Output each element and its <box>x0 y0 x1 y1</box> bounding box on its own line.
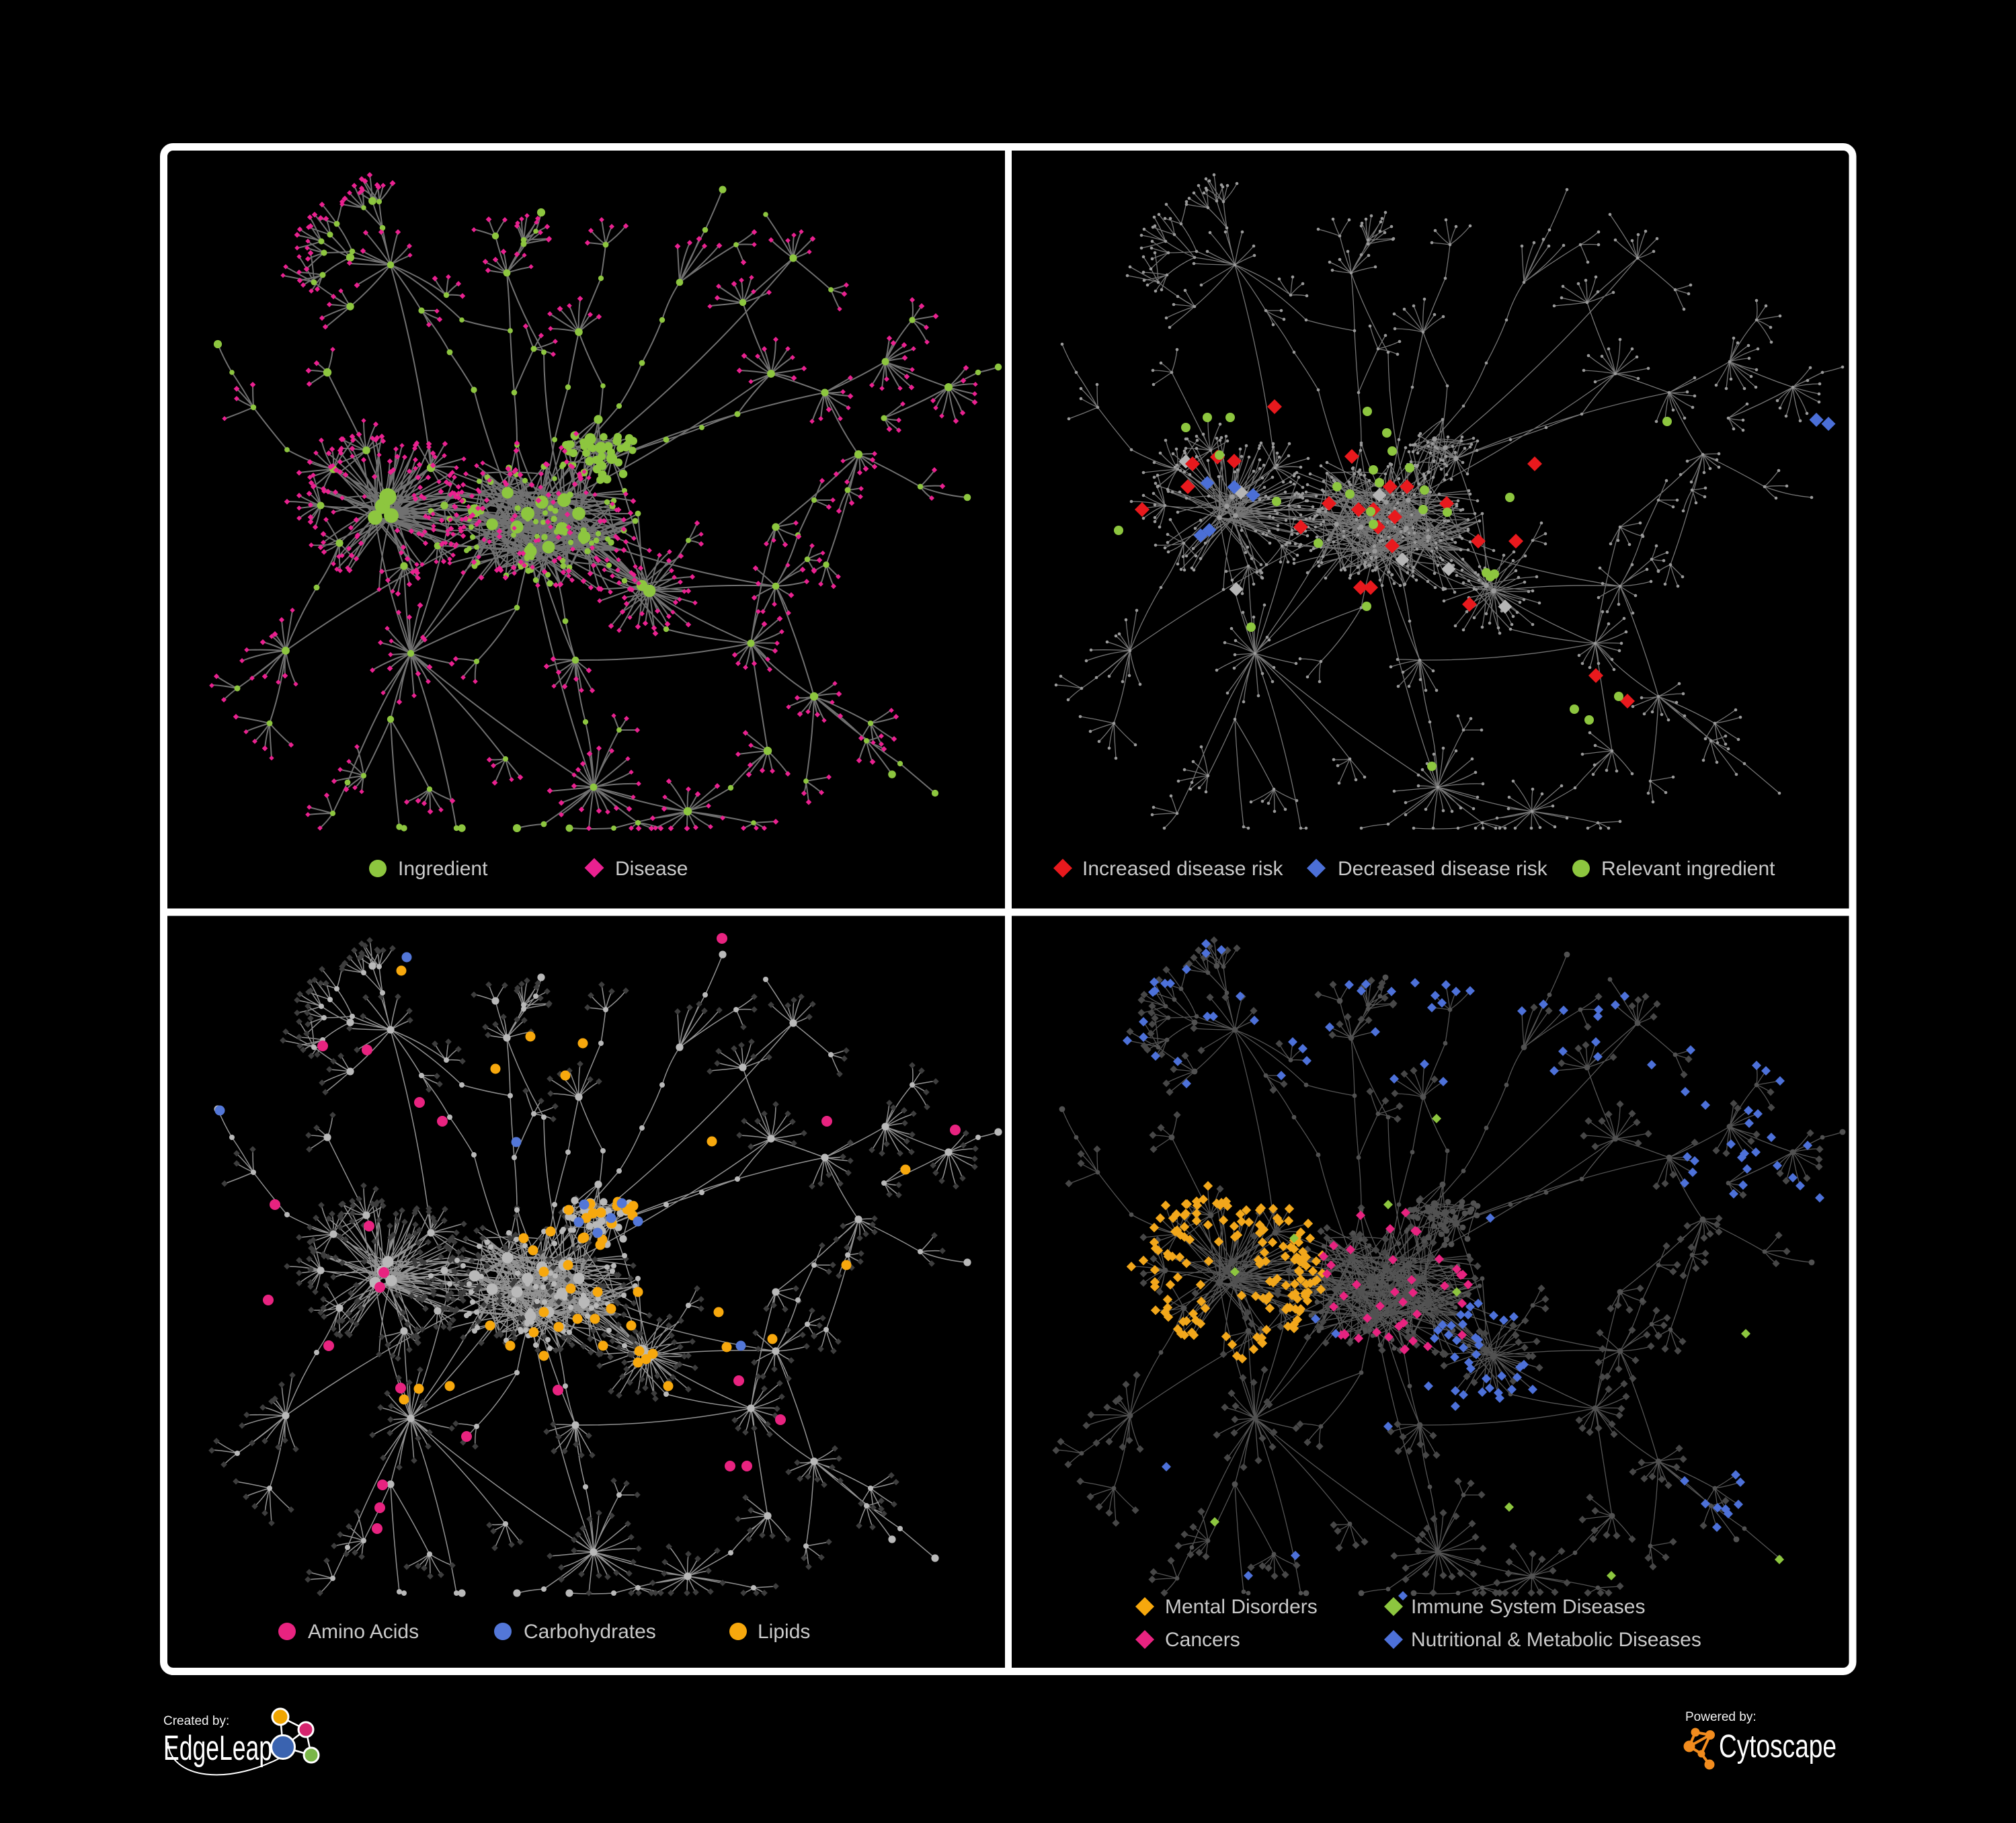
svg-text:Cancers: Cancers <box>1165 1629 1240 1651</box>
svg-text:Amino Acids: Amino Acids <box>308 1621 419 1643</box>
svg-text:Ingredient: Ingredient <box>398 858 488 880</box>
svg-text:EdgeLeap: EdgeLeap <box>163 1729 272 1768</box>
svg-text:Nutritional & Metabolic Diseas: Nutritional & Metabolic Diseases <box>1411 1629 1701 1651</box>
svg-text:Relevant ingredient: Relevant ingredient <box>1601 858 1775 880</box>
svg-text:Powered by:: Powered by: <box>1685 1710 1757 1724</box>
svg-text:Created by:: Created by: <box>163 1714 229 1728</box>
svg-text:Cytoscape: Cytoscape <box>1719 1729 1837 1765</box>
svg-text:Increased disease risk: Increased disease risk <box>1082 858 1283 880</box>
svg-text:Immune System Diseases: Immune System Diseases <box>1411 1596 1645 1618</box>
svg-text:Decreased disease risk: Decreased disease risk <box>1338 858 1548 880</box>
svg-text:Carbohydrates: Carbohydrates <box>524 1621 656 1643</box>
svg-text:Lipids: Lipids <box>758 1621 810 1643</box>
svg-text:Disease: Disease <box>615 858 688 880</box>
svg-text:Mental Disorders: Mental Disorders <box>1165 1596 1318 1618</box>
